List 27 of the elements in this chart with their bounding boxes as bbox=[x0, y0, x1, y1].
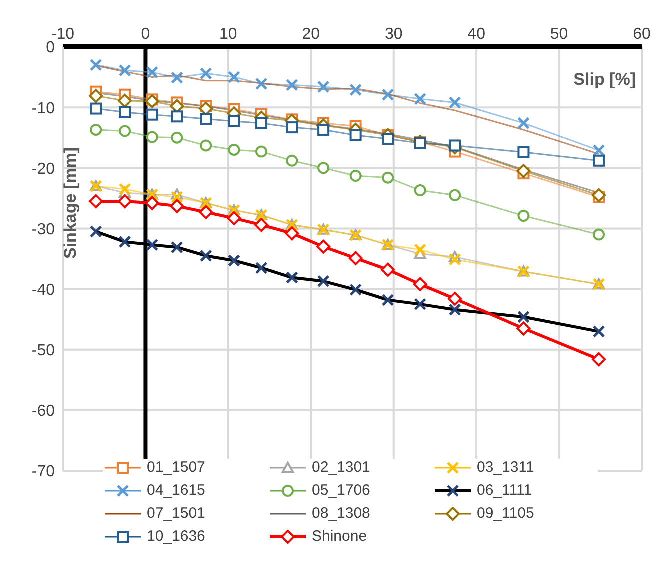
y-tick-label: -70 bbox=[32, 464, 56, 481]
legend-label: 01_1507 bbox=[147, 459, 206, 476]
y-tick-label: -60 bbox=[32, 403, 56, 420]
x-tick-label: 0 bbox=[141, 26, 150, 43]
legend-label: Shinone bbox=[312, 528, 368, 545]
legend-label: 02_1301 bbox=[312, 459, 370, 476]
y-tick-label: -40 bbox=[32, 282, 56, 299]
x-axis-title: Slip [%] bbox=[574, 70, 636, 90]
x-tick-label: 50 bbox=[550, 26, 568, 43]
y-tick-label: -10 bbox=[32, 100, 56, 118]
y-axis-title: Sinkage [mm] bbox=[61, 148, 80, 259]
x-tick-label: 10 bbox=[220, 26, 238, 43]
y-tick-label: -30 bbox=[32, 221, 56, 238]
legend-label: 06_1111 bbox=[477, 482, 532, 499]
legend-label: 05_1706 bbox=[312, 482, 370, 499]
legend-label: 09_1105 bbox=[477, 505, 534, 522]
x-tick-label: 40 bbox=[468, 26, 486, 43]
x-tick-label: 30 bbox=[384, 26, 403, 43]
legend-label: 03_1311 bbox=[477, 459, 534, 476]
x-tick-label: 20 bbox=[302, 26, 320, 43]
legend-label: 04_1615 bbox=[147, 482, 206, 499]
y-tick-label: -50 bbox=[32, 342, 56, 360]
y-tick-label: -20 bbox=[32, 160, 56, 178]
x-tick-label: 60 bbox=[633, 26, 651, 43]
legend-label: 10_1636 bbox=[147, 528, 206, 545]
legend-label: 08_1308 bbox=[312, 505, 370, 522]
legend-label: 07_1501 bbox=[147, 505, 206, 522]
